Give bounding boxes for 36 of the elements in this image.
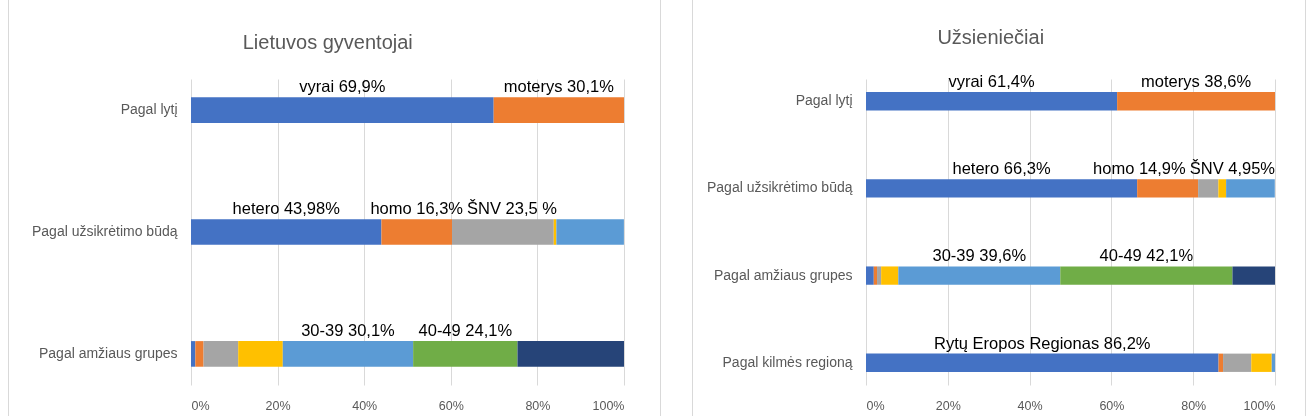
x-tick-label: 100%	[1243, 398, 1276, 413]
x-tick-label: 60%	[1099, 398, 1125, 413]
data-label: moterys 30,1%	[503, 77, 615, 96]
y-tick-label: Pagal užsikrėtimo būdą	[31, 223, 178, 239]
x-tick-label: 0%	[191, 398, 210, 413]
data-label: vyrai 61,4%	[948, 72, 1035, 91]
x-tick-label: 20%	[265, 398, 291, 413]
x-tick-label: 80%	[525, 398, 551, 413]
x-tick-label: 40%	[352, 398, 378, 413]
y-tick-label: Pagal kilmės regioną	[722, 353, 853, 370]
y-tick-label: Pagal lytį	[795, 92, 853, 109]
data-label: hetero 43,98%	[232, 199, 341, 218]
chart-title: Užsieniečiai	[937, 26, 1045, 49]
x-tick-label: 60%	[438, 398, 464, 413]
data-label: 40-49 24,1%	[418, 321, 513, 340]
x-tick-label: 20%	[935, 398, 961, 413]
data-label: ŠNV 4,95%	[1189, 159, 1276, 178]
y-tick-label: Pagal amžiaus grupes	[713, 266, 853, 283]
data-label: homo 14,9%	[1093, 159, 1187, 178]
chart-title: Lietuvos gyventojai	[242, 31, 413, 53]
data-label: hetero 66,3%	[952, 159, 1051, 178]
x-tick-label: 0%	[866, 398, 885, 413]
x-tick-label: 40%	[1017, 398, 1043, 413]
x-tick-label: 80%	[1181, 398, 1207, 413]
x-tick-label: 100%	[592, 398, 625, 413]
data-label: ŠNV 23,5 %	[467, 199, 558, 218]
y-tick-label: Pagal lytį	[120, 101, 178, 118]
y-tick-label: Pagal amžiaus grupes	[38, 344, 178, 361]
data-label: 30-39 30,1%	[301, 321, 396, 340]
data-label: Rytų Eropos Regionas 86,2%	[934, 333, 1151, 352]
y-tick-label: Pagal užsikrėtimo būdą	[706, 179, 853, 196]
data-label: 30-39 39,6%	[932, 246, 1027, 265]
data-label: 40-49 42,1%	[1099, 246, 1194, 265]
data-label: homo 16,3%	[370, 199, 464, 218]
data-label: moterys 38,6%	[1141, 72, 1252, 91]
data-label: vyrai 69,9%	[299, 77, 386, 96]
